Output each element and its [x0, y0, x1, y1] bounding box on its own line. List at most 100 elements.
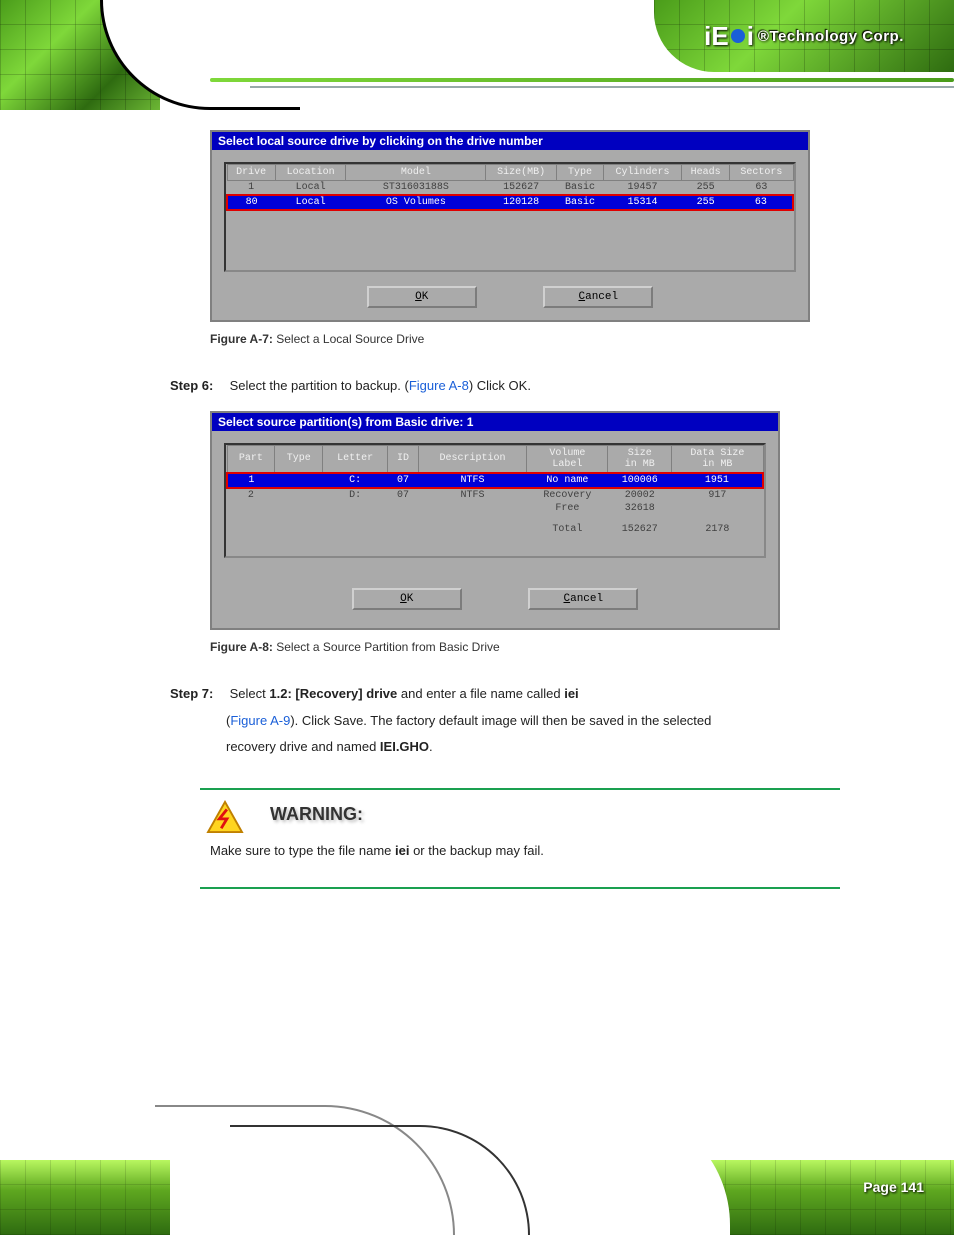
step-part: Click Save. The factory default image wi…	[302, 713, 711, 728]
cell: NTFS	[418, 473, 527, 488]
cell: 15314	[604, 195, 682, 210]
dialog2-body: Part Type Letter ID Description VolumeLa…	[212, 431, 778, 628]
cell: Basic	[556, 181, 603, 196]
ok-button[interactable]: OK	[352, 588, 462, 610]
cancel-button[interactable]: Cancel	[528, 588, 638, 610]
warning-title: WARNING:	[270, 804, 830, 825]
figure-caption-2: Figure A-8: Select a Source Partition fr…	[210, 640, 860, 654]
figure-ref-link: Figure A-8	[409, 378, 469, 393]
step-part: ) Click OK.	[469, 378, 531, 393]
col-desc: Description	[418, 445, 527, 473]
table-header-row: Part Type Letter ID Description VolumeLa…	[227, 445, 763, 473]
cell: 2178	[672, 523, 763, 536]
cell: OS Volumes	[346, 195, 486, 210]
cell: 255	[682, 195, 730, 210]
cell	[672, 502, 763, 515]
cell: 80	[227, 195, 275, 210]
cancel-ul: C	[563, 593, 570, 605]
page-number: Page 141	[863, 1179, 924, 1195]
cell: 63	[730, 195, 793, 210]
cancel-button[interactable]: Cancel	[543, 286, 653, 308]
warning-box: WARNING: Make sure to type the file name…	[200, 788, 840, 888]
table-row-selected[interactable]: 1 C: 07 NTFS No name 100006 1951	[227, 473, 763, 488]
cell: 20002	[608, 488, 672, 502]
brand-text: ®Technology Corp.	[758, 28, 904, 45]
figref: Figure A-7:	[210, 332, 273, 346]
step-7-line3: recovery drive and named IEI.GHO.	[226, 737, 860, 758]
table-row[interactable]: 2 D: 07 NTFS Recovery 20002 917	[227, 488, 763, 502]
cell: 2	[227, 488, 275, 502]
cell: 07	[388, 488, 418, 502]
header-brand-box: iEi ®Technology Corp.	[654, 0, 954, 72]
cancel-ul: C	[578, 291, 585, 303]
cell: C:	[323, 473, 388, 488]
cell: 100006	[608, 473, 672, 488]
col-part: Part	[227, 445, 275, 473]
figref: Figure A-8:	[210, 640, 273, 654]
table-row[interactable]: 1 Local ST31603188S 152627 Basic 19457 2…	[227, 181, 793, 196]
step-part: Select 1.2: [Recovery] drive and enter a…	[230, 686, 579, 701]
dialog1-table-wrap: Drive Location Model Size(MB) Type Cylin…	[224, 162, 796, 272]
dialog1-body: Drive Location Model Size(MB) Type Cylin…	[212, 150, 808, 320]
col-drive: Drive	[227, 165, 275, 181]
col-model: Model	[346, 165, 486, 181]
cell: 63	[730, 181, 793, 196]
select-source-drive-dialog: Select local source drive by clicking on…	[210, 130, 810, 322]
col-heads: Heads	[682, 165, 730, 181]
cell: 19457	[604, 181, 682, 196]
cell: No name	[527, 473, 608, 488]
cell: 1951	[672, 473, 763, 488]
spacer	[227, 515, 763, 523]
summary-row-free: Free 32618	[227, 502, 763, 515]
figure-ref-link: Figure A-9	[230, 713, 290, 728]
footer-banner: Page 141	[0, 1105, 954, 1235]
summary-row-total: Total 152627 2178	[227, 523, 763, 536]
dialog1-title: Select local source drive by clicking on…	[212, 132, 808, 150]
registered: ®	[758, 28, 770, 45]
cell: 917	[672, 488, 763, 502]
header-banner: iEi ®Technology Corp.	[0, 0, 954, 110]
ok-ul: O	[415, 291, 422, 303]
step-label: Step 7:	[170, 684, 226, 705]
cell: Free	[527, 502, 608, 515]
brand-label: Technology Corp.	[769, 28, 903, 45]
col-cylinders: Cylinders	[604, 165, 682, 181]
ok-ul: O	[400, 593, 407, 605]
col-data-size: Data Sizein MB	[672, 445, 763, 473]
col-type: Type	[556, 165, 603, 181]
drive-table: Drive Location Model Size(MB) Type Cylin…	[226, 164, 794, 270]
cell: ST31603188S	[346, 181, 486, 196]
page-content: Select local source drive by clicking on…	[80, 120, 860, 889]
step-6-text: Step 6: Select the partition to backup. …	[170, 376, 860, 397]
cell: 255	[682, 181, 730, 196]
warning-text: Make sure to type the file name iei or t…	[210, 839, 830, 862]
logo-iei: iEi	[704, 21, 754, 52]
figtext: Select a Source Partition from Basic Dri…	[276, 640, 499, 654]
step-part: Select the partition to backup. (	[230, 378, 409, 393]
dialog2-table-wrap: Part Type Letter ID Description VolumeLa…	[224, 443, 766, 558]
table-row-selected[interactable]: 80 Local OS Volumes 120128 Basic 15314 2…	[227, 195, 793, 210]
cell: 152627	[608, 523, 672, 536]
cell: 1	[227, 473, 275, 488]
step-part: recovery drive and named IEI.GHO.	[226, 739, 433, 754]
header-underline-thin	[250, 86, 954, 88]
col-size-mb: Sizein MB	[608, 445, 672, 473]
col-letter: Letter	[323, 445, 388, 473]
cell: Local	[275, 195, 346, 210]
logo-dot-icon	[731, 29, 745, 43]
select-source-partition-dialog: Select source partition(s) from Basic dr…	[210, 411, 780, 630]
ok-button[interactable]: OK	[367, 286, 477, 308]
figtext: Select a Local Source Drive	[276, 332, 424, 346]
warning-triangle-icon	[206, 800, 244, 834]
cell: 32618	[608, 502, 672, 515]
step-7-line1: Step 7: Select 1.2: [Recovery] drive and…	[170, 684, 860, 705]
table-spacer	[227, 210, 793, 270]
step-7-line2: (Figure A-9). Click Save. The factory de…	[226, 711, 860, 732]
col-id: ID	[388, 445, 418, 473]
col-vol-label: VolumeLabel	[527, 445, 608, 473]
cell: Recovery	[527, 488, 608, 502]
col-size: Size(MB)	[486, 165, 557, 181]
cell: Local	[275, 181, 346, 196]
header-underline	[210, 78, 954, 82]
table-header-row: Drive Location Model Size(MB) Type Cylin…	[227, 165, 793, 181]
